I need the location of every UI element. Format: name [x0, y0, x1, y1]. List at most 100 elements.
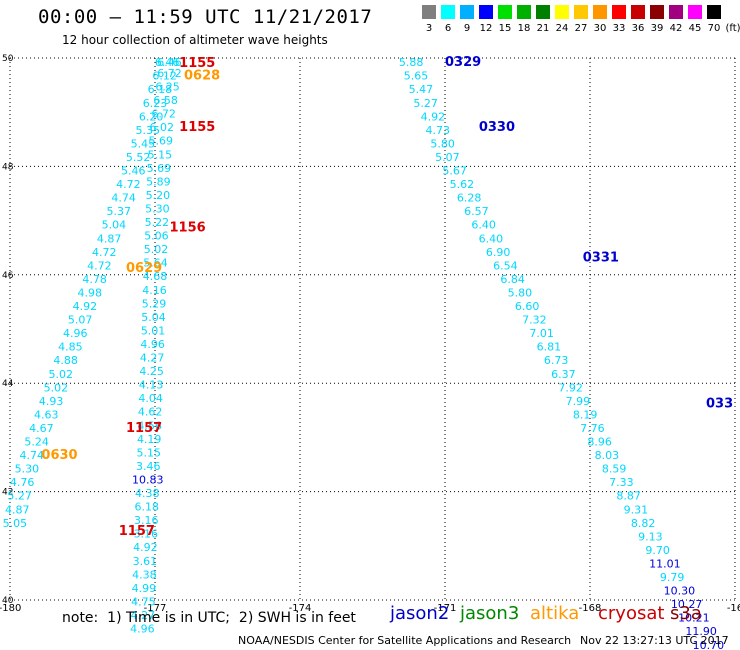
swh-value-label: 5.89 [146, 175, 171, 188]
swh-value-label: 5.30 [145, 202, 170, 215]
swh-value-label: 4.98 [78, 286, 103, 299]
swh-value-label: 5.46 [121, 165, 146, 178]
swh-value-label: 6.58 [153, 94, 178, 107]
swh-value-label: 9.13 [638, 530, 663, 543]
satellite-legend-altika: altika [530, 603, 580, 624]
swh-value-label: 9.79 [660, 571, 685, 584]
swh-value-label: 8.82 [631, 517, 656, 530]
swh-value-label: 10.70 [693, 639, 725, 650]
color-scale-swatch [479, 5, 493, 19]
swh-value-label: 4.73 [426, 124, 451, 137]
color-scale-label: 70 [707, 23, 721, 34]
color-scale-swatch [631, 5, 645, 19]
color-scale-label: 3 [425, 23, 433, 34]
pass-time-label: 0331 [583, 250, 619, 265]
swh-value-label: 5.01 [141, 324, 166, 337]
color-scale-swatch [669, 5, 683, 19]
satellite-legend-cryosat: cryosat [598, 603, 665, 624]
swh-value-label: 4.78 [82, 273, 107, 286]
swh-value-label: 5.52 [126, 151, 151, 164]
color-scale-swatch [498, 5, 512, 19]
units-note: note: 1) Time is in UTC; 2) SWH is in fe… [62, 610, 356, 626]
color-scale-swatch [707, 5, 721, 19]
y-tick-label: 44 [2, 379, 14, 389]
swh-value-label: 4.96 [130, 623, 155, 636]
swh-value-label: 4.87 [5, 503, 30, 516]
swh-value-label: 5.20 [146, 189, 171, 202]
swh-value-label: 4.63 [34, 408, 59, 421]
swh-value-label: 3.61 [133, 555, 158, 568]
pass-time-label: 1155 [179, 56, 215, 71]
color-scale-swatch [612, 5, 626, 19]
swh-value-label: 5.69 [147, 162, 172, 175]
swh-value-label: 4.75 [131, 595, 156, 608]
swh-value-label: 6.12 [152, 70, 177, 83]
color-scale-swatch [574, 5, 588, 19]
swh-value-label: 4.74 [111, 192, 136, 205]
swh-value-label: 6.18 [148, 83, 173, 96]
swh-value-label: 4.67 [29, 422, 54, 435]
color-scale-swatch [517, 5, 531, 19]
swh-value-label: 4.87 [97, 232, 122, 245]
x-tick-label: -168 [579, 603, 602, 614]
swh-value-label: 6.40 [479, 232, 504, 245]
swh-value-label: 5.64 [143, 257, 168, 270]
swh-value-label: 4.74 [20, 449, 45, 462]
swh-value-label: 5.88 [399, 56, 424, 69]
swh-value-label: 4.72 [87, 259, 112, 272]
color-scale-label: 27 [574, 23, 588, 34]
color-scale-swatch [688, 5, 702, 19]
swh-value-label: 4.88 [53, 354, 78, 367]
color-scale-swatch [441, 5, 455, 19]
y-tick-label: 48 [2, 162, 14, 172]
y-tick-label: 40 [2, 596, 14, 606]
pass-time-label: 1157 [119, 524, 155, 539]
swh-value-label: 6.81 [537, 341, 562, 354]
swh-value-label: 4.92 [73, 300, 98, 313]
swh-value-label: 7.01 [529, 327, 554, 340]
color-scale-swatch [555, 5, 569, 19]
swh-value-label: 6.28 [457, 192, 482, 205]
swh-value-label: 6.54 [493, 259, 518, 272]
series-jason2: 5.885.655.475.274.924.735.805.075.675.62… [399, 55, 733, 650]
color-scale-label: 33 [612, 23, 626, 34]
swh-value-label: 4.68 [143, 270, 168, 283]
swh-value-label: 4.13 [139, 379, 164, 392]
color-scale-label: 9 [463, 23, 471, 34]
swh-value-label: 5.69 [149, 135, 174, 148]
swh-value-label: 6.73 [544, 354, 569, 367]
color-scale-label: 30 [593, 23, 607, 34]
swh-value-label: 6.37 [551, 368, 576, 381]
swh-value-label: 4.04 [138, 392, 163, 405]
swh-value-label: 4.76 [10, 476, 35, 489]
swh-value-label: 6.72 [151, 108, 176, 121]
color-scale-label: 39 [650, 23, 664, 34]
swh-value-label: 4.25 [139, 365, 164, 378]
swh-value-label: 3.16 [134, 514, 159, 527]
color-scale-swatch [650, 5, 664, 19]
pass-time-label: 033 [706, 397, 733, 412]
y-tick-label: 50 [2, 54, 14, 64]
swh-value-label: 6.60 [515, 300, 540, 313]
swh-value-label: 6.18 [135, 501, 160, 514]
swh-value-label: 4.96 [63, 327, 88, 340]
color-scale-label: 36 [631, 23, 645, 34]
credit-text: NOAA/NESDIS Center for Satellite Applica… [238, 634, 572, 647]
swh-value-label: 6.23 [143, 97, 168, 110]
swh-value-label: 5.80 [430, 137, 455, 150]
swh-value-label: 4.96 [140, 338, 165, 351]
swh-value-label: 4.38 [132, 568, 157, 581]
pass-time-label: 0329 [445, 55, 481, 70]
pass-time-label: 1156 [170, 220, 206, 235]
swh-value-label: 5.04 [102, 219, 127, 232]
swh-value-label: 4.85 [58, 341, 83, 354]
pass-time-label: 0628 [184, 69, 220, 84]
swh-value-label: 7.33 [609, 476, 634, 489]
satellite-legend-jason2: jason2 [390, 603, 450, 624]
swh-value-label: 4.19 [137, 433, 162, 446]
color-scale-label: 24 [555, 23, 569, 34]
pass-time-label: 1155 [179, 120, 215, 135]
swh-value-label: 6.02 [150, 121, 175, 134]
color-scale-swatch [593, 5, 607, 19]
swh-value-label: 5.67 [442, 165, 467, 178]
